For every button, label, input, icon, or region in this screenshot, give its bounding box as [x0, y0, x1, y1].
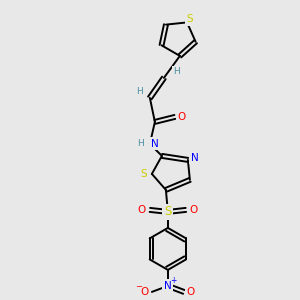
- Text: N: N: [191, 153, 199, 163]
- Text: S: S: [141, 169, 147, 179]
- Text: O: O: [141, 287, 149, 297]
- Text: −: −: [135, 282, 142, 291]
- Text: S: S: [164, 206, 172, 218]
- Text: S: S: [187, 14, 193, 24]
- Text: H: H: [137, 140, 144, 148]
- Text: O: O: [138, 205, 146, 215]
- Text: O: O: [190, 205, 198, 215]
- Text: +: +: [171, 276, 177, 285]
- Text: O: O: [187, 287, 195, 297]
- Text: O: O: [178, 112, 186, 122]
- Text: N: N: [151, 139, 159, 149]
- Text: N: N: [164, 281, 172, 291]
- Text: H: H: [173, 68, 180, 76]
- Text: H: H: [136, 87, 143, 96]
